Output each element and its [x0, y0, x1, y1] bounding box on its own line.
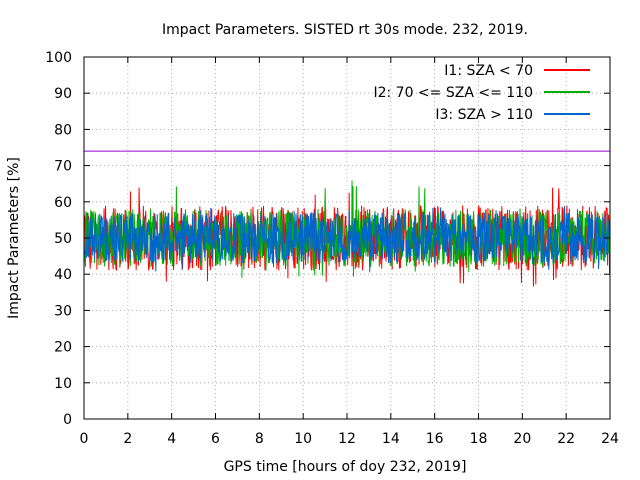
legend: I1: SZA < 70 I2: 70 <= SZA <= 110 I3: SZA …: [373, 63, 590, 123]
x-tick-label: 12: [338, 431, 356, 447]
series-line-3: [83, 206, 611, 274]
y-tick-label: 70: [54, 159, 72, 175]
x-tick-label: 16: [426, 431, 444, 447]
y-axis-label: Impact Parameters [%]: [6, 157, 22, 319]
series-group: [83, 180, 611, 287]
y-tick-label: 100: [45, 50, 72, 66]
y-tick-label: 0: [63, 412, 72, 428]
legend-label-2: I2: 70 <= SZA <= 110: [373, 85, 533, 101]
y-tick-label: 60: [54, 195, 72, 211]
x-tick-label: 10: [294, 431, 312, 447]
x-tick-label: 0: [80, 431, 89, 447]
y-tick-label: 40: [54, 267, 72, 283]
x-tick-label: 2: [123, 431, 132, 447]
legend-label-3: I3: SZA > 110: [435, 107, 533, 123]
x-tick-label: 14: [382, 431, 400, 447]
x-tick-label: 24: [601, 431, 619, 447]
x-tick-label: 18: [470, 431, 488, 447]
y-tick-label: 20: [54, 340, 72, 356]
x-tick-label: 8: [255, 431, 264, 447]
legend-label-1: I1: SZA < 70: [444, 63, 533, 79]
x-tick-label: 20: [513, 431, 531, 447]
x-tick-label: 4: [167, 431, 176, 447]
y-tick-label: 50: [54, 231, 72, 247]
chart-title: Impact Parameters. SISTED rt 30s mode. 2…: [162, 22, 528, 38]
x-tick-label: 22: [557, 431, 575, 447]
y-tick-label: 30: [54, 303, 72, 319]
y-tick-label: 80: [54, 122, 72, 138]
y-tick-label: 10: [54, 376, 72, 392]
tick-group: 0 2 4 6 8 10 12 14 16 18 20 22 240102030405060708090…: [45, 50, 619, 447]
x-tick-label: 6: [211, 431, 220, 447]
y-tick-label: 90: [54, 86, 72, 102]
x-axis-label: GPS time [hours of doy 232, 2019]: [224, 459, 467, 475]
